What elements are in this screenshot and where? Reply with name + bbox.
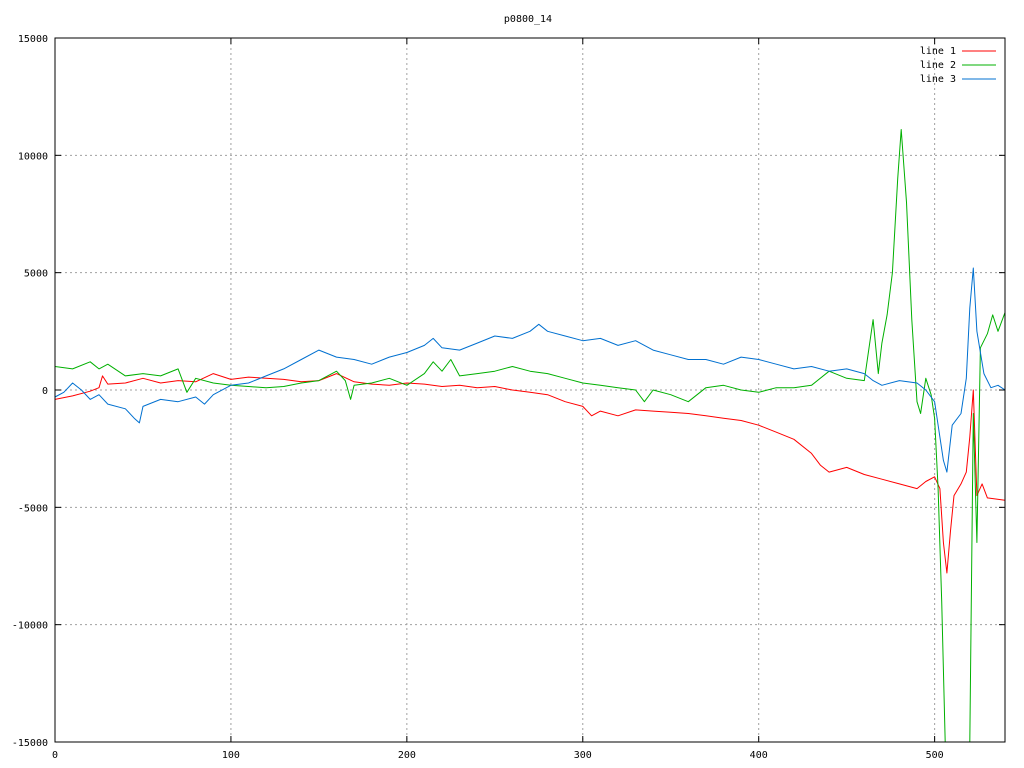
x-tick-label: 500 — [926, 750, 944, 761]
y-tick-label: 5000 — [24, 269, 48, 280]
legend-label-1: line 1 — [920, 46, 956, 57]
x-tick-label: 300 — [574, 750, 592, 761]
y-tick-label: -10000 — [12, 621, 48, 632]
series-line-1 — [55, 373, 1005, 574]
y-tick-label: 0 — [42, 386, 48, 397]
x-tick-label: 400 — [750, 750, 768, 761]
axes: 0 100 200 300 400 500 -15000 -10000 -5000 0 5000 10… — [12, 34, 1006, 761]
y-tick-label: -15000 — [12, 738, 48, 749]
series-line-3 — [55, 267, 1005, 473]
grid-lines — [55, 38, 1005, 742]
y-tick-label: -5000 — [18, 503, 48, 514]
plot-series — [55, 129, 1005, 742]
x-tick-label: 200 — [398, 750, 416, 761]
legend: line 1 line 2 line 3 — [920, 46, 996, 85]
series-line-2 — [55, 129, 1005, 742]
y-tick-label: 15000 — [18, 34, 48, 45]
chart-title: p0800_14 — [504, 14, 552, 25]
x-tick-label: 0 — [52, 750, 58, 761]
legend-label-2: line 2 — [920, 60, 956, 71]
x-tick-label: 100 — [222, 750, 240, 761]
legend-label-3: line 3 — [920, 74, 956, 85]
y-tick-label: 10000 — [18, 151, 48, 162]
